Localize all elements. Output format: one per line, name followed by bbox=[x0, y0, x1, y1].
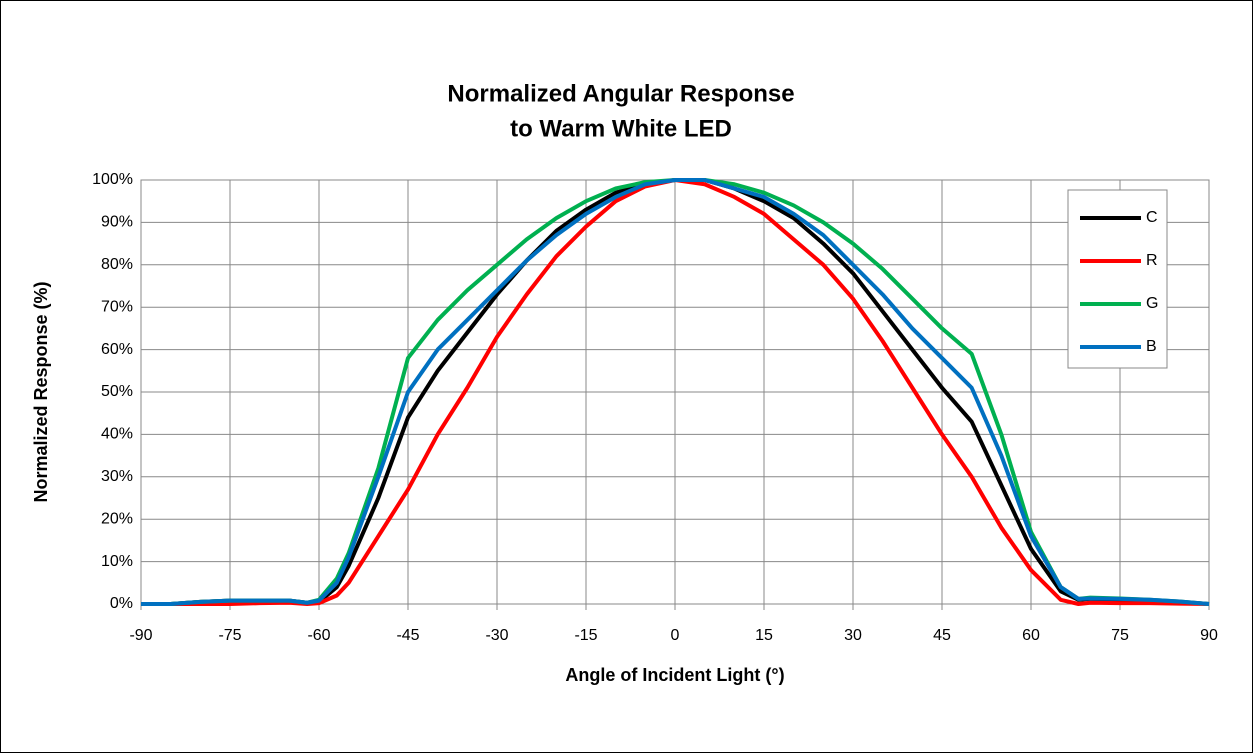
chart-title: to Warm White LED bbox=[510, 115, 732, 142]
x-tick-label: 0 bbox=[671, 627, 680, 644]
y-tick-label: 40% bbox=[101, 426, 133, 443]
x-tick-label: 45 bbox=[933, 627, 951, 644]
x-tick-label: 60 bbox=[1022, 627, 1040, 644]
y-tick-label: 50% bbox=[101, 383, 133, 400]
x-tick-label: -60 bbox=[307, 627, 330, 644]
series-line bbox=[141, 178, 1210, 606]
x-tick-label: -15 bbox=[574, 627, 597, 644]
x-tick-label: 15 bbox=[755, 627, 773, 644]
legend-label: R bbox=[1146, 252, 1158, 269]
y-tick-label: 60% bbox=[101, 341, 133, 358]
x-tick-label: 90 bbox=[1200, 627, 1218, 644]
legend-label: B bbox=[1146, 338, 1157, 355]
x-tick-label: -90 bbox=[129, 627, 152, 644]
y-tick-label: 90% bbox=[101, 214, 133, 231]
legend-label: C bbox=[1146, 209, 1158, 226]
x-tick-label: -45 bbox=[396, 627, 419, 644]
x-axis-title: Angle of Incident Light (°) bbox=[565, 665, 784, 685]
y-tick-label: 70% bbox=[101, 298, 133, 315]
x-tick-label: 30 bbox=[844, 627, 862, 644]
y-tick-label: 10% bbox=[101, 553, 133, 570]
x-tick-label: 75 bbox=[1111, 627, 1129, 644]
x-tick-label: -30 bbox=[485, 627, 508, 644]
y-tick-label: 0% bbox=[110, 595, 133, 612]
y-tick-label: 80% bbox=[101, 256, 133, 273]
y-tick-label: 20% bbox=[101, 510, 133, 527]
x-tick-label: -75 bbox=[218, 627, 241, 644]
legend-label: G bbox=[1146, 295, 1158, 312]
y-axis-title: Normalized Response (%) bbox=[31, 281, 51, 502]
chart-title: Normalized Angular Response bbox=[447, 80, 794, 107]
y-tick-label: 30% bbox=[101, 468, 133, 485]
y-tick-label: 100% bbox=[92, 171, 133, 188]
